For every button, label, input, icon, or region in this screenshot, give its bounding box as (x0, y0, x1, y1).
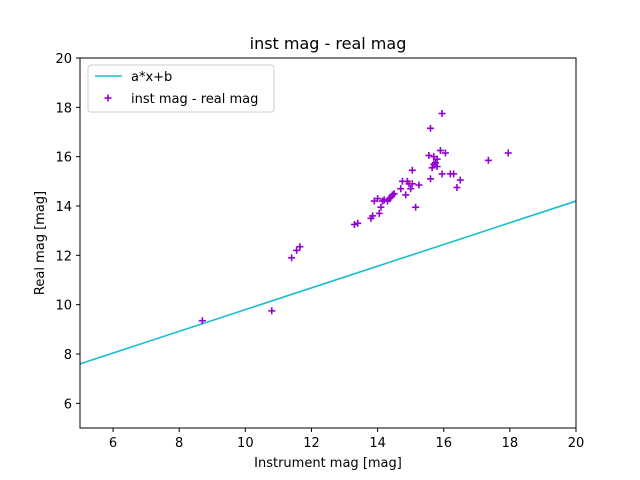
x-tick-label: 14 (369, 436, 386, 451)
legend-label-fit: a*x+b (131, 70, 172, 85)
y-tick-label: 14 (55, 200, 72, 215)
x-tick-label: 8 (175, 436, 183, 451)
data-point (402, 191, 410, 199)
data-point (407, 185, 415, 193)
y-tick-label: 20 (55, 52, 72, 67)
data-point (288, 254, 296, 262)
data-point (408, 166, 416, 174)
data-point (397, 185, 405, 193)
data-point (268, 307, 276, 315)
data-point (380, 196, 388, 204)
y-tick-label: 12 (55, 249, 72, 264)
y-tick-label: 8 (64, 348, 72, 363)
data-point (441, 149, 449, 157)
data-point (198, 317, 206, 325)
y-tick-label: 10 (55, 299, 72, 314)
y-tick-label: 18 (55, 101, 72, 116)
data-point (293, 246, 301, 254)
axes-frame (79, 57, 577, 429)
data-point (425, 151, 433, 159)
data-point (415, 181, 423, 189)
data-point (377, 203, 385, 211)
data-point (427, 124, 435, 132)
data-point (438, 110, 446, 117)
y-tick-label: 6 (64, 397, 72, 412)
data-point (350, 221, 358, 228)
data-point (369, 212, 377, 220)
data-point (408, 180, 416, 188)
data-point (374, 195, 382, 203)
data-point (484, 156, 492, 164)
data-point (390, 190, 398, 198)
chart-title: inst mag - real mag (250, 34, 407, 53)
data-point (427, 175, 435, 183)
plot-area (79, 110, 577, 365)
fit-line (79, 200, 577, 365)
data-point (438, 170, 446, 178)
x-tick-label: 12 (303, 436, 320, 451)
data-point (456, 176, 464, 184)
x-axis-label: Instrument mag [mag] (254, 456, 402, 471)
data-point (433, 155, 441, 163)
data-point (296, 243, 304, 251)
data-point (354, 219, 362, 227)
data-point (504, 149, 512, 157)
legend: a*x+b inst mag - real mag (87, 64, 275, 113)
x-tick-label: 6 (109, 436, 117, 451)
data-point (412, 203, 420, 211)
y-tick-label: 16 (55, 151, 72, 166)
x-tick-label: 20 (568, 436, 585, 451)
data-point (436, 147, 444, 154)
legend-label-points: inst mag - real mag (131, 92, 258, 107)
data-point (453, 184, 461, 191)
x-tick-label: 10 (237, 436, 254, 451)
data-point (375, 209, 383, 217)
x-tick-label: 16 (435, 436, 452, 451)
x-tick-label: 18 (502, 436, 519, 451)
data-point (428, 164, 436, 172)
data-point (450, 170, 458, 178)
y-axis-label: Real mag [mag] (33, 191, 48, 295)
legend-box (87, 64, 275, 113)
legend-plus-marker-icon (104, 94, 112, 102)
data-point (433, 163, 441, 171)
ticks: 6 8 10 12 14 16 18 20 6 8 10 12 14 16 18 20 (55, 52, 584, 451)
data-point (431, 159, 439, 167)
